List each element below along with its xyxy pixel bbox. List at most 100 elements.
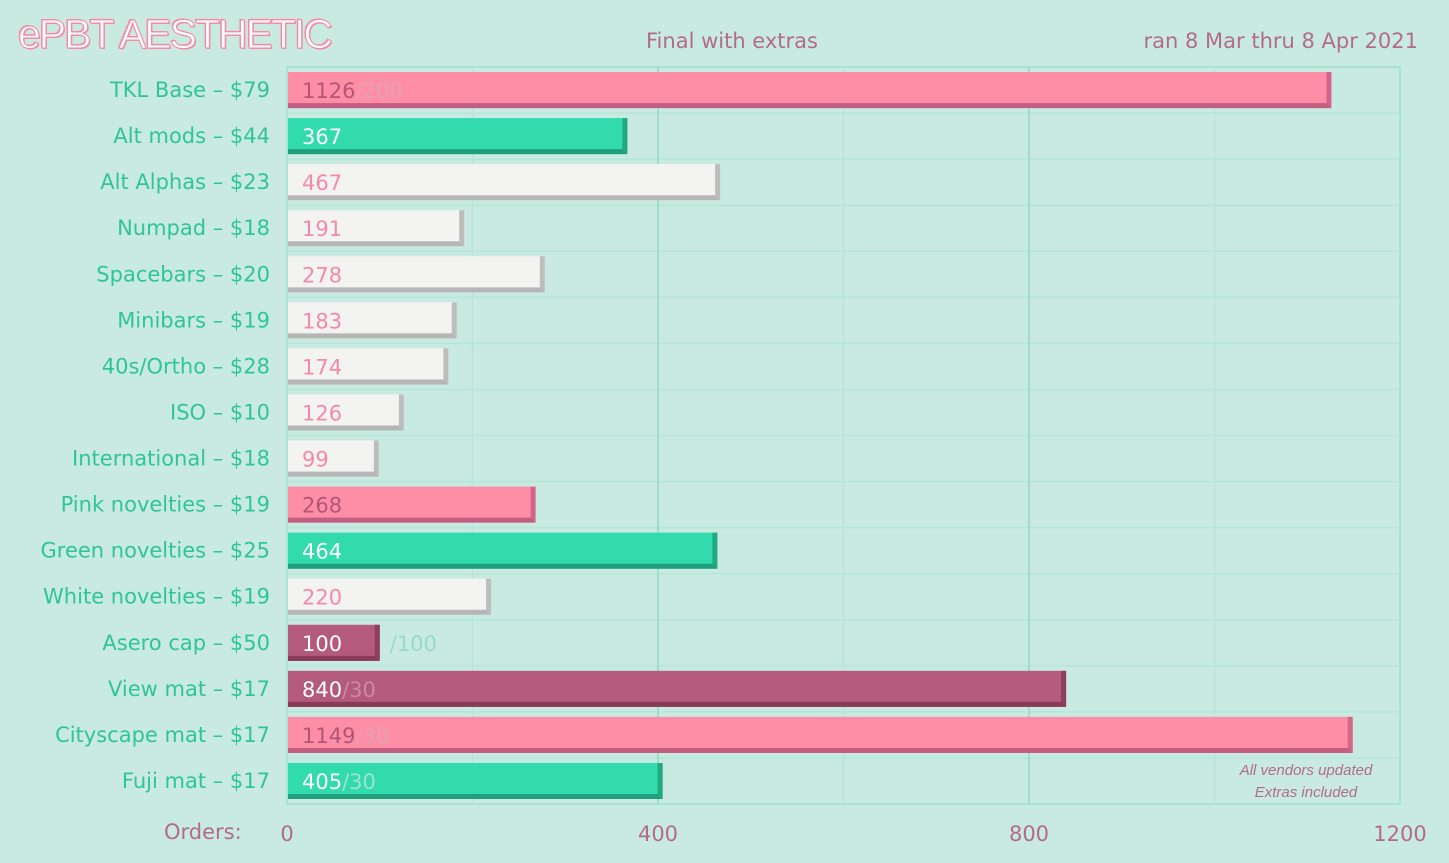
bar — [288, 302, 457, 339]
bar — [288, 532, 718, 569]
x-axis-label: Orders: — [164, 820, 242, 844]
bar-target: /200 — [355, 79, 402, 103]
bar-value-label: 367 — [302, 125, 342, 149]
chart-notes: All vendors updated Extras included — [1206, 760, 1406, 804]
bar-value-label: 174 — [302, 355, 342, 379]
bar-target: /100 — [390, 632, 437, 656]
bar-value-label: 126 — [302, 401, 342, 425]
bar-bevel-bottom — [288, 609, 492, 615]
bar-bevel-side — [486, 578, 492, 615]
bar-bevel-side — [1347, 716, 1353, 753]
bar-bevel-side — [398, 394, 404, 431]
bar-bevel-bottom — [288, 701, 1067, 707]
bar-bevel-side — [1326, 72, 1332, 109]
bar-value: 268 — [302, 494, 342, 518]
bar-value-label: 467 — [302, 171, 342, 195]
bar-value-label: 464 — [302, 540, 342, 564]
bar-bevel-bottom — [288, 241, 465, 247]
row-label: TKL Base – $79 — [109, 78, 270, 102]
bar-bevel-side — [451, 302, 457, 339]
bar-value-label: 99 — [302, 448, 329, 472]
row-label: Spacebars – $20 — [96, 262, 270, 286]
bar-value: 100 — [302, 632, 342, 656]
bar-bevel-bottom — [288, 333, 457, 339]
bar-bevel-side — [443, 348, 449, 385]
bar-bevel-side — [712, 532, 718, 569]
row-label: Green novelties – $25 — [41, 539, 270, 563]
bar-value: 191 — [302, 217, 342, 241]
bar — [288, 762, 663, 799]
row-label: International – $18 — [72, 447, 270, 471]
bar — [288, 394, 404, 431]
x-tick-label: 400 — [638, 822, 678, 846]
row-label: Numpad – $18 — [117, 216, 270, 240]
chart-subtitle: Final with extras — [646, 29, 818, 53]
row-label: ISO – $10 — [170, 400, 270, 424]
bar — [288, 72, 1332, 109]
bar-bevel-side — [622, 118, 628, 155]
bar-bevel-bottom — [288, 655, 380, 661]
bar-bevel-bottom — [288, 471, 379, 477]
bar-value-label: 405/30 — [302, 770, 376, 794]
bar-value-label: 840/30 — [302, 678, 376, 702]
bar-value-label: 268 — [302, 494, 342, 518]
bar-bevel-bottom — [288, 517, 536, 523]
bar-value: 1126 — [302, 79, 355, 103]
bar — [288, 440, 379, 477]
row-label: Minibars – $19 — [117, 308, 270, 332]
bar-target: /30 — [342, 678, 376, 702]
x-tick-label: 800 — [1009, 822, 1049, 846]
bar-bevel-bottom — [288, 149, 628, 155]
bar-value: 367 — [302, 125, 342, 149]
row-label: View mat – $17 — [108, 677, 270, 701]
bar-bevel-bottom — [288, 379, 449, 385]
bar-target: /30 — [355, 724, 389, 748]
bar — [288, 118, 628, 155]
row-label: Alt Alphas – $23 — [100, 170, 270, 194]
bar-value-label: 100 — [302, 632, 342, 656]
bar-bevel-bottom — [288, 747, 1353, 753]
bar-value: 174 — [302, 355, 342, 379]
bar — [288, 210, 465, 247]
x-tick-label: 1200 — [1373, 822, 1426, 846]
bar-value: 278 — [302, 263, 342, 287]
x-tick-label: 0 — [280, 822, 293, 846]
bar-value-label: 1126/200 — [302, 79, 403, 103]
bar-value-label: 183 — [302, 309, 342, 333]
bar-bevel-side — [373, 440, 379, 477]
bar — [288, 624, 380, 661]
bar — [288, 164, 721, 201]
chart-title: ePBT AESTHETIC — [17, 11, 333, 57]
bar — [288, 348, 449, 385]
bar-bevel-side — [530, 486, 536, 523]
bar-value: 183 — [302, 309, 342, 333]
date-range: ran 8 Mar thru 8 Apr 2021 — [1143, 29, 1418, 53]
bar-value: 220 — [302, 586, 342, 610]
bar-value-label: 278 — [302, 263, 342, 287]
bar — [288, 486, 536, 523]
bar — [288, 716, 1353, 753]
bar-target: /30 — [342, 770, 376, 794]
row-label: Fuji mat – $17 — [122, 769, 270, 793]
bar-value: 464 — [302, 540, 342, 564]
bar-value: 99 — [302, 448, 329, 472]
bar-value: 405 — [302, 770, 342, 794]
row-label: Pink novelties – $19 — [61, 493, 270, 517]
bar-value: 1149 — [302, 724, 355, 748]
row-label: Alt mods – $44 — [113, 124, 270, 148]
bar-value: 467 — [302, 171, 342, 195]
row-label: Cityscape mat – $17 — [55, 723, 270, 747]
bar-value-label: 1149/30 — [302, 724, 389, 748]
bar-value: 840 — [302, 678, 342, 702]
bar-value-label: 220 — [302, 586, 342, 610]
bar-bevel-side — [539, 256, 545, 293]
bar-bevel-bottom — [288, 195, 721, 201]
bar — [288, 670, 1067, 707]
note-vendors-updated: All vendors updated — [1239, 762, 1373, 779]
bar-bevel-side — [657, 762, 663, 799]
bar — [288, 256, 545, 293]
bar-bevel-side — [1061, 670, 1067, 707]
note-extras-included: Extras included — [1254, 784, 1358, 801]
bar-bevel-bottom — [288, 103, 1332, 109]
bar-bevel-bottom — [288, 425, 404, 431]
